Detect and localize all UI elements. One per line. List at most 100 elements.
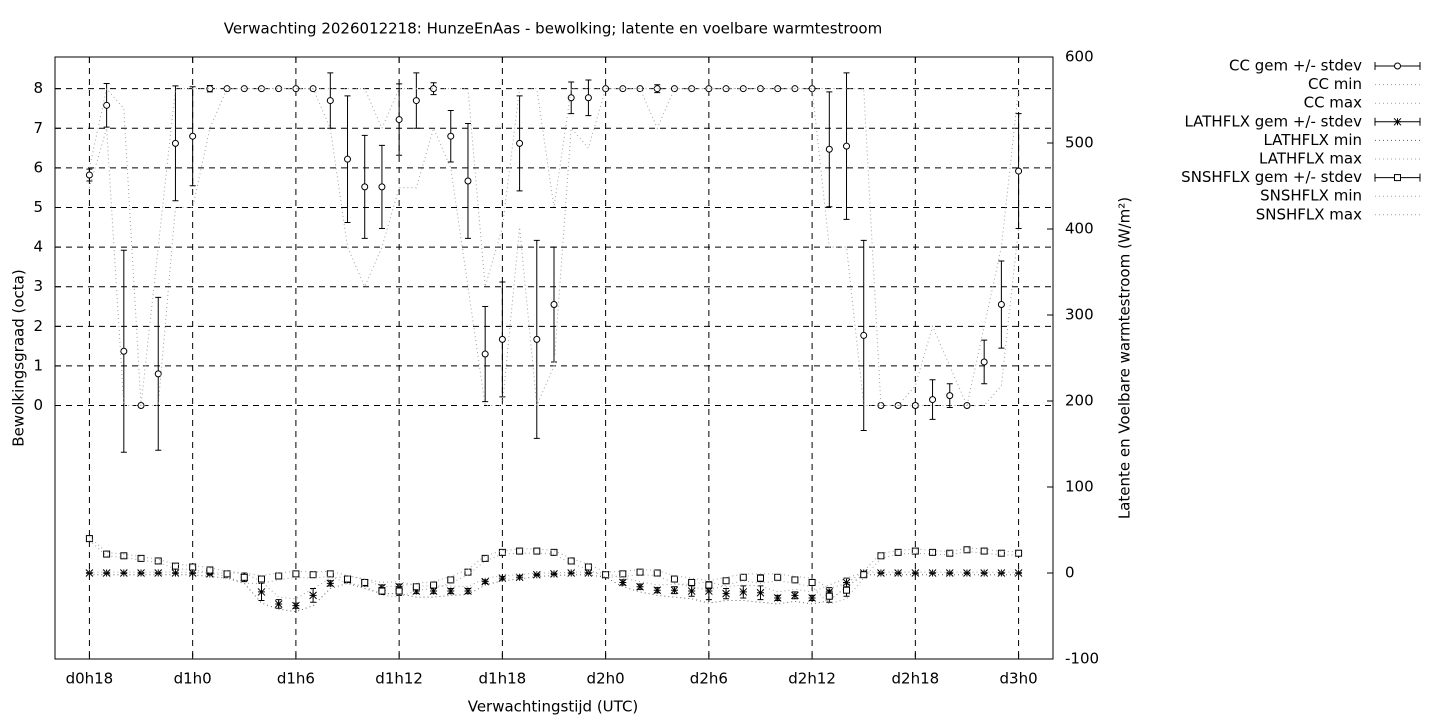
marker-circle (447, 132, 455, 140)
marker-circle (825, 145, 833, 153)
marker-square (275, 572, 283, 580)
y2-tick-label: 200 (1065, 392, 1094, 410)
legend-label: LATHFLX min (1263, 131, 1362, 149)
y2-tick-label: 600 (1065, 48, 1094, 66)
marker-star (808, 594, 816, 602)
y2-tick-label: 100 (1065, 478, 1094, 496)
marker-square (911, 547, 919, 555)
marker-star (653, 586, 662, 595)
marker-square (430, 581, 438, 589)
marker-circle (189, 132, 197, 140)
marker-circle (653, 85, 661, 93)
marker-circle (464, 177, 472, 185)
marker-square (378, 587, 386, 595)
marker-circle (498, 335, 506, 343)
marker-star (446, 587, 455, 595)
legend-label: CC gem +/- stdev (1229, 57, 1362, 75)
marker-star (584, 569, 593, 577)
marker-circle (344, 155, 352, 163)
marker-star (842, 578, 851, 587)
marker-star (945, 569, 954, 577)
marker-square (309, 571, 317, 579)
marker-star (532, 570, 541, 579)
marker-square (464, 568, 472, 576)
marker-square (756, 574, 764, 582)
marker-star (670, 586, 679, 595)
marker-star (997, 569, 1006, 577)
marker-star (326, 579, 335, 588)
y-tick-label: 3 (33, 277, 43, 295)
y-tick-label: 7 (33, 119, 43, 137)
legend-label: SNSHFLX max (1256, 205, 1362, 223)
legend-label: CC min (1308, 75, 1362, 93)
marker-star (429, 587, 438, 595)
marker-star (481, 577, 490, 586)
legend-label: SNSHFLX min (1260, 187, 1362, 205)
marker-square (481, 554, 489, 562)
marker-square (980, 547, 988, 555)
marker-square (1015, 549, 1023, 557)
y-tick-label: 1 (33, 356, 43, 374)
y-tick-label: 4 (33, 238, 43, 256)
marker-circle (361, 183, 369, 191)
dotted-line (89, 574, 1019, 613)
marker-square (670, 575, 678, 583)
y-tick-label: 8 (33, 79, 43, 97)
dotted-line (88, 87, 1020, 408)
marker-circle (533, 335, 541, 343)
marker-star (928, 569, 937, 577)
x-tick-label: d0h18 (66, 670, 114, 688)
marker-star (756, 588, 765, 597)
marker-square (206, 566, 214, 574)
marker-circle (120, 347, 128, 355)
marker-circle (997, 301, 1005, 309)
marker-square (137, 554, 145, 562)
marker-circle (395, 116, 403, 124)
marker-star (791, 591, 799, 600)
marker-star (894, 569, 902, 577)
marker-star (257, 588, 266, 596)
y-axis-label: Bewolkingsgraad (octa) (10, 269, 28, 446)
marker-square (929, 548, 937, 556)
marker-square (257, 575, 265, 583)
marker-star (963, 569, 971, 577)
y2-tick-label: 400 (1065, 220, 1094, 238)
marker-star (154, 569, 163, 577)
axes: d0h18 d1h0 d1h6 d1h12 d1h18 d2h0 d2h6 d2h12 d2h1… (33, 48, 1099, 688)
marker-star (705, 587, 713, 595)
marker-circle (481, 350, 489, 358)
marker-circle (516, 139, 524, 147)
marker-star (567, 569, 576, 577)
marker-circle (103, 101, 111, 109)
marker-square (653, 569, 661, 577)
marker-circle (929, 396, 937, 404)
plot-marks (85, 72, 1023, 613)
marker-square (533, 547, 541, 555)
marker-star (102, 569, 111, 577)
marker-circle (1015, 167, 1023, 175)
marker-square (843, 586, 851, 594)
marker-star (739, 588, 748, 596)
marker-circle (326, 97, 334, 105)
chart-title: Verwachting 2026012218: HunzeEnAas - bew… (224, 20, 882, 38)
marker-square (223, 570, 231, 578)
marker-square (516, 547, 524, 555)
marker-square (189, 563, 197, 571)
marker-star (618, 578, 627, 587)
marker-star (773, 594, 782, 602)
marker-circle (636, 85, 644, 93)
marker-circle (378, 183, 386, 191)
legend-label: LATHFLX max (1259, 150, 1362, 168)
x-tick-label: d1h6 (277, 670, 315, 688)
marker-star (85, 569, 94, 577)
marker-circle (843, 142, 851, 150)
marker-square (705, 581, 713, 589)
marker-square (688, 578, 696, 586)
marker-square (774, 573, 782, 581)
marker-star (464, 587, 472, 595)
marker-star (274, 600, 283, 608)
marker-square (498, 548, 506, 556)
marker-circle (154, 370, 162, 378)
